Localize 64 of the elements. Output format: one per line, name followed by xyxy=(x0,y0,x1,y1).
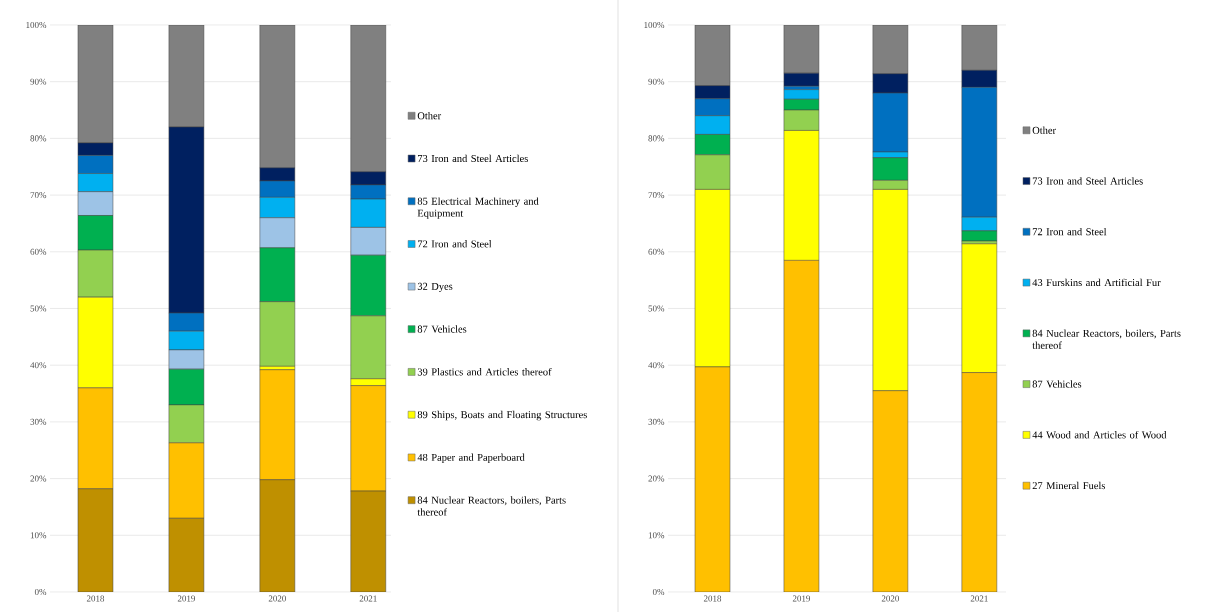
bar xyxy=(694,24,731,86)
y-tick-label: 10% xyxy=(30,532,47,539)
y-tick-label: 40% xyxy=(648,362,665,369)
bar xyxy=(872,24,909,74)
y-tick-label: 80% xyxy=(648,135,665,142)
bar xyxy=(77,24,114,144)
legend-label: 27 Mineral Fuels xyxy=(1032,481,1106,490)
y-tick-label: 90% xyxy=(30,78,47,85)
y-tick-label: 30% xyxy=(648,418,665,425)
bar xyxy=(783,260,820,592)
y-tick-label: 90% xyxy=(648,78,665,85)
legend-label: 39 Plastics and Articles thereof xyxy=(417,368,552,376)
bar xyxy=(77,488,114,592)
legend-label: 44 Wood and Articles of Wood xyxy=(1032,430,1167,439)
legend-label: 43 Furskins and Artificial Fur xyxy=(1032,278,1161,287)
legend-label: 89 Ships, Boats and Floating Structures xyxy=(417,410,587,421)
x-tick-label: 2021 xyxy=(359,595,377,602)
legend-label: 72 Iron and Steel xyxy=(418,240,492,248)
y-tick-label: 50% xyxy=(30,305,47,312)
legend-label: 87 Vehicles xyxy=(417,325,467,333)
legend-label: 32 Dyes xyxy=(417,282,453,293)
bar xyxy=(350,24,387,173)
bar xyxy=(783,24,820,74)
bar xyxy=(961,24,998,71)
legend-label: 87 Vehicles xyxy=(1032,380,1082,388)
y-tick-label: 40% xyxy=(30,362,47,369)
bar xyxy=(961,372,998,592)
y-tick-label: 0% xyxy=(652,588,665,596)
bar xyxy=(694,366,731,592)
bar xyxy=(259,24,296,169)
legend-label: 85 Electrical Machinery and Equipment xyxy=(417,197,539,219)
x-tick-label: 2020 xyxy=(881,595,899,602)
legend-label: 72 Iron and Steel xyxy=(1032,227,1107,236)
x-tick-label: 2019 xyxy=(177,595,195,602)
bar xyxy=(259,479,296,592)
x-tick-label: 2018 xyxy=(703,595,722,602)
y-tick-label: 20% xyxy=(30,475,47,482)
x-tick-label: 2021 xyxy=(970,595,988,602)
x-tick-label: 2018 xyxy=(86,595,105,602)
y-tick-label: 60% xyxy=(30,248,47,255)
y-tick-label: 60% xyxy=(648,248,665,255)
legend-label: 73 Iron and Steel Articles xyxy=(1032,177,1143,185)
y-tick-label: 100% xyxy=(26,21,47,29)
bar xyxy=(168,518,205,592)
legend-label: 84 Nuclear Reactors, boilers, Parts thereof xyxy=(417,496,566,516)
legend-label: Other xyxy=(1032,126,1056,134)
x-tick-label: 2020 xyxy=(268,595,286,602)
y-tick-label: 10% xyxy=(648,532,665,539)
bar xyxy=(350,490,387,592)
y-tick-label: 70% xyxy=(30,192,47,199)
y-tick-label: 100% xyxy=(644,21,665,29)
y-tick-label: 20% xyxy=(648,475,665,482)
y-tick-label: 70% xyxy=(648,192,665,199)
bar xyxy=(872,390,909,592)
y-tick-label: 50% xyxy=(648,305,665,312)
y-tick-label: 80% xyxy=(30,135,47,142)
legend-label: Other xyxy=(417,111,442,120)
legend-label: 73 Iron and Steel Articles xyxy=(418,154,528,163)
y-tick-label: 0% xyxy=(34,588,47,596)
legend-label: 48 Paper and Paperboard xyxy=(417,453,525,464)
bar xyxy=(168,24,205,128)
legend-label: 84 Nuclear Reactors, boilers, Parts thereof xyxy=(1032,329,1181,349)
y-tick-label: 30% xyxy=(30,418,47,425)
x-tick-label: 2019 xyxy=(792,595,811,602)
